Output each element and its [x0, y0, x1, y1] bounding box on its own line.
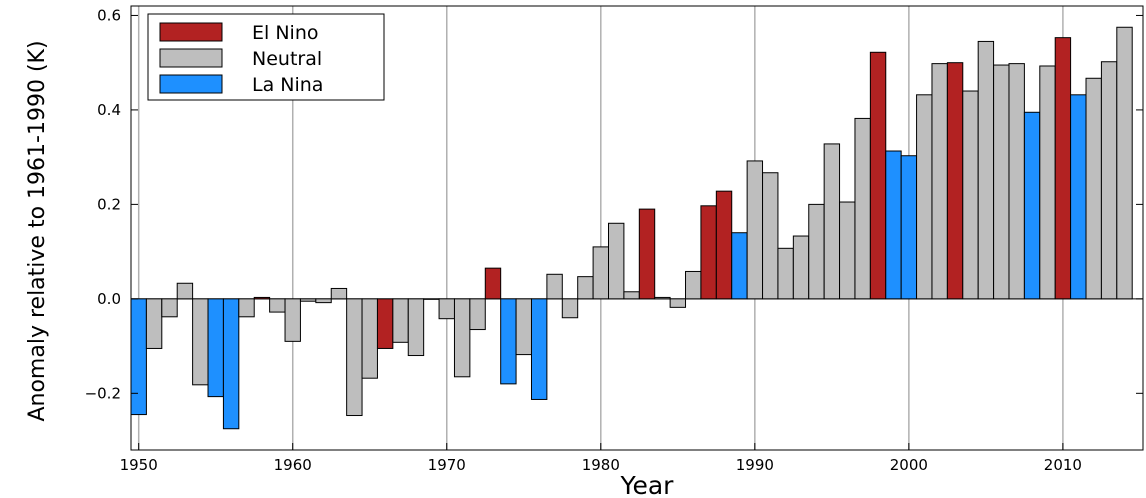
- bar: [869, 51, 887, 300]
- bar: [1100, 61, 1118, 300]
- x-tick-label: 1950: [120, 456, 158, 474]
- bar: [654, 296, 671, 300]
- bar: [469, 298, 486, 331]
- x-tick-label: 1970: [428, 456, 466, 474]
- bar: [839, 201, 856, 300]
- bar: [715, 190, 733, 300]
- legend-swatch: [159, 22, 223, 42]
- bar: [731, 232, 748, 300]
- bar: [685, 270, 702, 300]
- bar: [207, 298, 224, 398]
- bar: [269, 298, 286, 313]
- legend-label: Neutral: [252, 48, 322, 70]
- bar: [623, 291, 640, 300]
- bar: [392, 298, 409, 343]
- bar: [315, 298, 332, 304]
- bar: [700, 205, 717, 300]
- bars: [130, 26, 1133, 430]
- x-tick-label: 1960: [274, 456, 312, 474]
- legend: El Nino Neutral La Nina: [147, 13, 385, 101]
- bar: [299, 298, 317, 302]
- bar: [438, 298, 455, 320]
- x-tick-label: 2000: [890, 456, 928, 474]
- bar: [792, 235, 810, 300]
- x-axis: 1950 1960 1970 1980 1990 2000 2010: [120, 443, 1082, 474]
- x-tick-label: 1980: [582, 456, 620, 474]
- bar: [746, 160, 764, 300]
- plot-frame: [130, 5, 1144, 451]
- bar: [931, 63, 948, 300]
- bar: [900, 155, 918, 300]
- bar: [592, 246, 609, 300]
- y-axis-title: Anomaly relative to 1961-1990 (K): [25, 40, 50, 421]
- bar: [977, 40, 995, 300]
- bar: [1023, 111, 1041, 300]
- x-tick-label: 2010: [1044, 456, 1082, 474]
- bar: [1070, 94, 1087, 300]
- bar: [376, 298, 394, 349]
- bar: [361, 298, 378, 379]
- bar: [993, 64, 1010, 300]
- bar: [916, 94, 933, 300]
- bar: [546, 273, 563, 300]
- bar: [253, 296, 271, 300]
- bar: [854, 117, 871, 300]
- bar: [453, 298, 471, 378]
- bar: [808, 203, 825, 300]
- bar: [561, 298, 579, 319]
- legend-swatch: [159, 48, 223, 68]
- bar: [500, 298, 517, 385]
- bar: [823, 143, 841, 300]
- bar: [407, 298, 425, 357]
- bar: [346, 298, 363, 417]
- bar: [222, 298, 240, 430]
- bar: [777, 247, 794, 300]
- bar: [762, 172, 779, 300]
- y-tick-label: −0.2: [85, 384, 121, 402]
- bar: [484, 267, 502, 300]
- y-tick-label: 0.6: [97, 6, 121, 24]
- bar: [284, 298, 301, 342]
- bar: [530, 298, 548, 400]
- bar: [192, 298, 209, 386]
- bar: [238, 298, 255, 318]
- legend-swatch: [159, 74, 223, 94]
- bar: [669, 298, 687, 308]
- bar: [608, 222, 625, 300]
- bar: [1054, 37, 1072, 300]
- bar: [176, 282, 194, 300]
- x-axis-title: Year: [620, 471, 675, 498]
- bar: [330, 287, 348, 300]
- bar: [145, 298, 163, 349]
- bar: [638, 208, 656, 300]
- bar: [577, 276, 594, 300]
- legend-label: El Nino: [252, 22, 318, 44]
- bar: [1039, 65, 1056, 300]
- bar: [1116, 26, 1133, 300]
- y-tick-label: 0.2: [97, 195, 121, 213]
- bar: [962, 90, 979, 300]
- bar: [515, 298, 532, 356]
- legend-label: La Nina: [252, 74, 323, 96]
- y-tick-label: 0.0: [97, 290, 121, 308]
- bar: [1085, 77, 1102, 300]
- bar: [885, 150, 902, 300]
- bar: [946, 62, 964, 300]
- bar: [161, 298, 178, 318]
- bar: [1008, 63, 1025, 300]
- y-axis: −0.2 0.0 0.2 0.4 0.6: [85, 6, 1143, 402]
- x-tick-label: 1990: [736, 456, 774, 474]
- bar: [423, 298, 440, 300]
- y-tick-label: 0.4: [97, 101, 121, 119]
- bar: [130, 298, 147, 416]
